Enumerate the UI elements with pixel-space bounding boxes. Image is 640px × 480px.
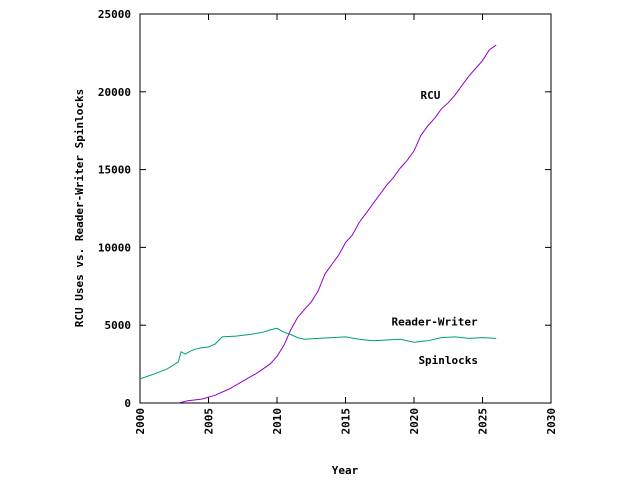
y-tick-label: 10000 [98,241,131,254]
y-tick-label: 5000 [105,319,132,332]
y-tick-label: 0 [124,397,131,410]
series-label: Spinlocks [418,354,478,367]
x-axis-ticks: 2000 2005 2010 2015 2020 2025 2030 [134,14,558,435]
y-tick-label: 20000 [98,86,131,99]
series-label: RCU [421,89,441,102]
series-label: Reader-Writer [392,315,478,328]
y-axis-ticks: 0 5000 10000 15000 20000 25000 [98,8,551,410]
x-axis-title: Year [332,464,359,477]
x-tick-label: 2005 [203,408,216,435]
x-tick-label: 2000 [134,408,147,435]
annotation-layer: RCU Reader-Writer Spinlocks [392,89,479,367]
reader-writer-spinlocks-line [139,327,497,380]
rcu-line [178,44,497,404]
y-tick-label: 25000 [98,8,131,21]
series-layer [139,44,497,404]
x-tick-label: 2025 [477,408,490,435]
y-tick-label: 15000 [98,164,131,177]
y-axis-title: RCU Uses vs. Reader-Writer Spinlocks [73,89,86,327]
x-tick-label: 2020 [408,408,421,435]
x-tick-label: 2015 [340,408,353,435]
x-tick-label: 2030 [545,408,558,435]
x-tick-label: 2010 [271,408,284,435]
plot-frame [139,13,552,404]
